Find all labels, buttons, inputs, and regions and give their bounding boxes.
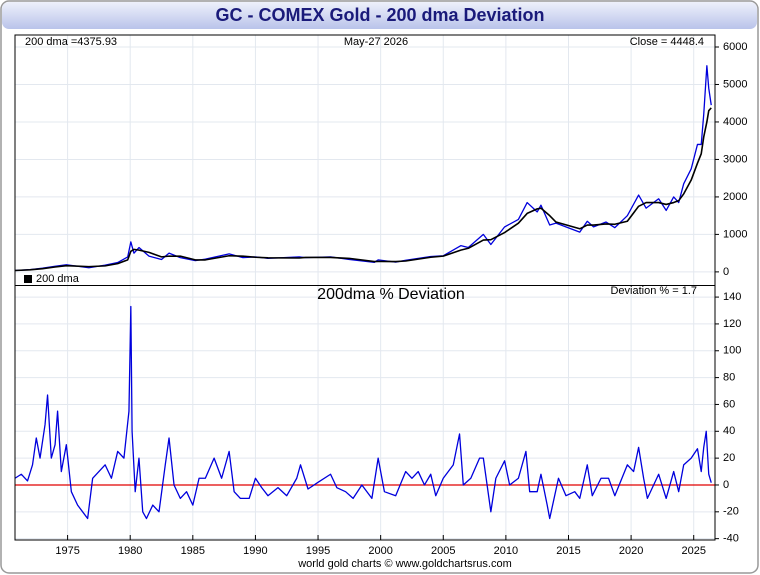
x-tick-label: 2015: [556, 545, 580, 557]
y-tick-label: 0: [723, 266, 729, 278]
x-tick-label: 2005: [431, 545, 455, 557]
y-tick-label: 100: [723, 345, 741, 357]
y-tick-label: 3000: [723, 153, 747, 165]
x-tick-label: 1975: [55, 545, 79, 557]
y-tick-label: 80: [723, 372, 735, 384]
title-bar: [2, 2, 757, 29]
y-tick-label: 0: [723, 479, 729, 491]
deviation-label: Deviation % = 1.7: [610, 285, 697, 297]
x-tick-label: 2000: [368, 545, 392, 557]
y-tick-label: 1000: [723, 228, 747, 240]
footer: world gold charts © www.goldchartsrus.co…: [297, 558, 512, 570]
y-tick-label: -40: [723, 533, 739, 545]
y-tick-label: 2000: [723, 191, 747, 203]
y-tick-label: 140: [723, 291, 741, 303]
x-tick-label: 2020: [619, 545, 643, 557]
x-tick-label: 1990: [243, 545, 267, 557]
y-tick-label: -20: [723, 506, 739, 518]
y-tick-label: 6000: [723, 41, 747, 53]
close-label: Close = 4448.4: [630, 36, 704, 48]
y-tick-label: 5000: [723, 78, 747, 90]
y-tick-label: 120: [723, 318, 741, 330]
x-tick-label: 2010: [494, 545, 518, 557]
panel-title: 200dma % Deviation: [317, 286, 465, 303]
plot-frame: [14, 34, 716, 541]
y-tick-label: 4000: [723, 116, 747, 128]
legend-swatch: [24, 275, 32, 283]
dma-label: 200 dma =4375.93: [25, 36, 117, 48]
y-tick-label: 40: [723, 425, 735, 437]
y-tick-label: 20: [723, 452, 735, 464]
legend-label: 200 dma: [36, 273, 80, 285]
x-tick-label: 1995: [306, 545, 330, 557]
x-tick-label: 1980: [118, 545, 142, 557]
x-tick-label: 2025: [681, 545, 705, 557]
chart-title: GC - COMEX Gold - 200 dma Deviation: [215, 5, 544, 25]
data-line: [14, 305, 712, 520]
date-label: May-27 2026: [344, 36, 408, 48]
y-tick-label: 60: [723, 398, 735, 410]
x-tick-label: 1985: [181, 545, 205, 557]
data-line: [14, 107, 712, 272]
